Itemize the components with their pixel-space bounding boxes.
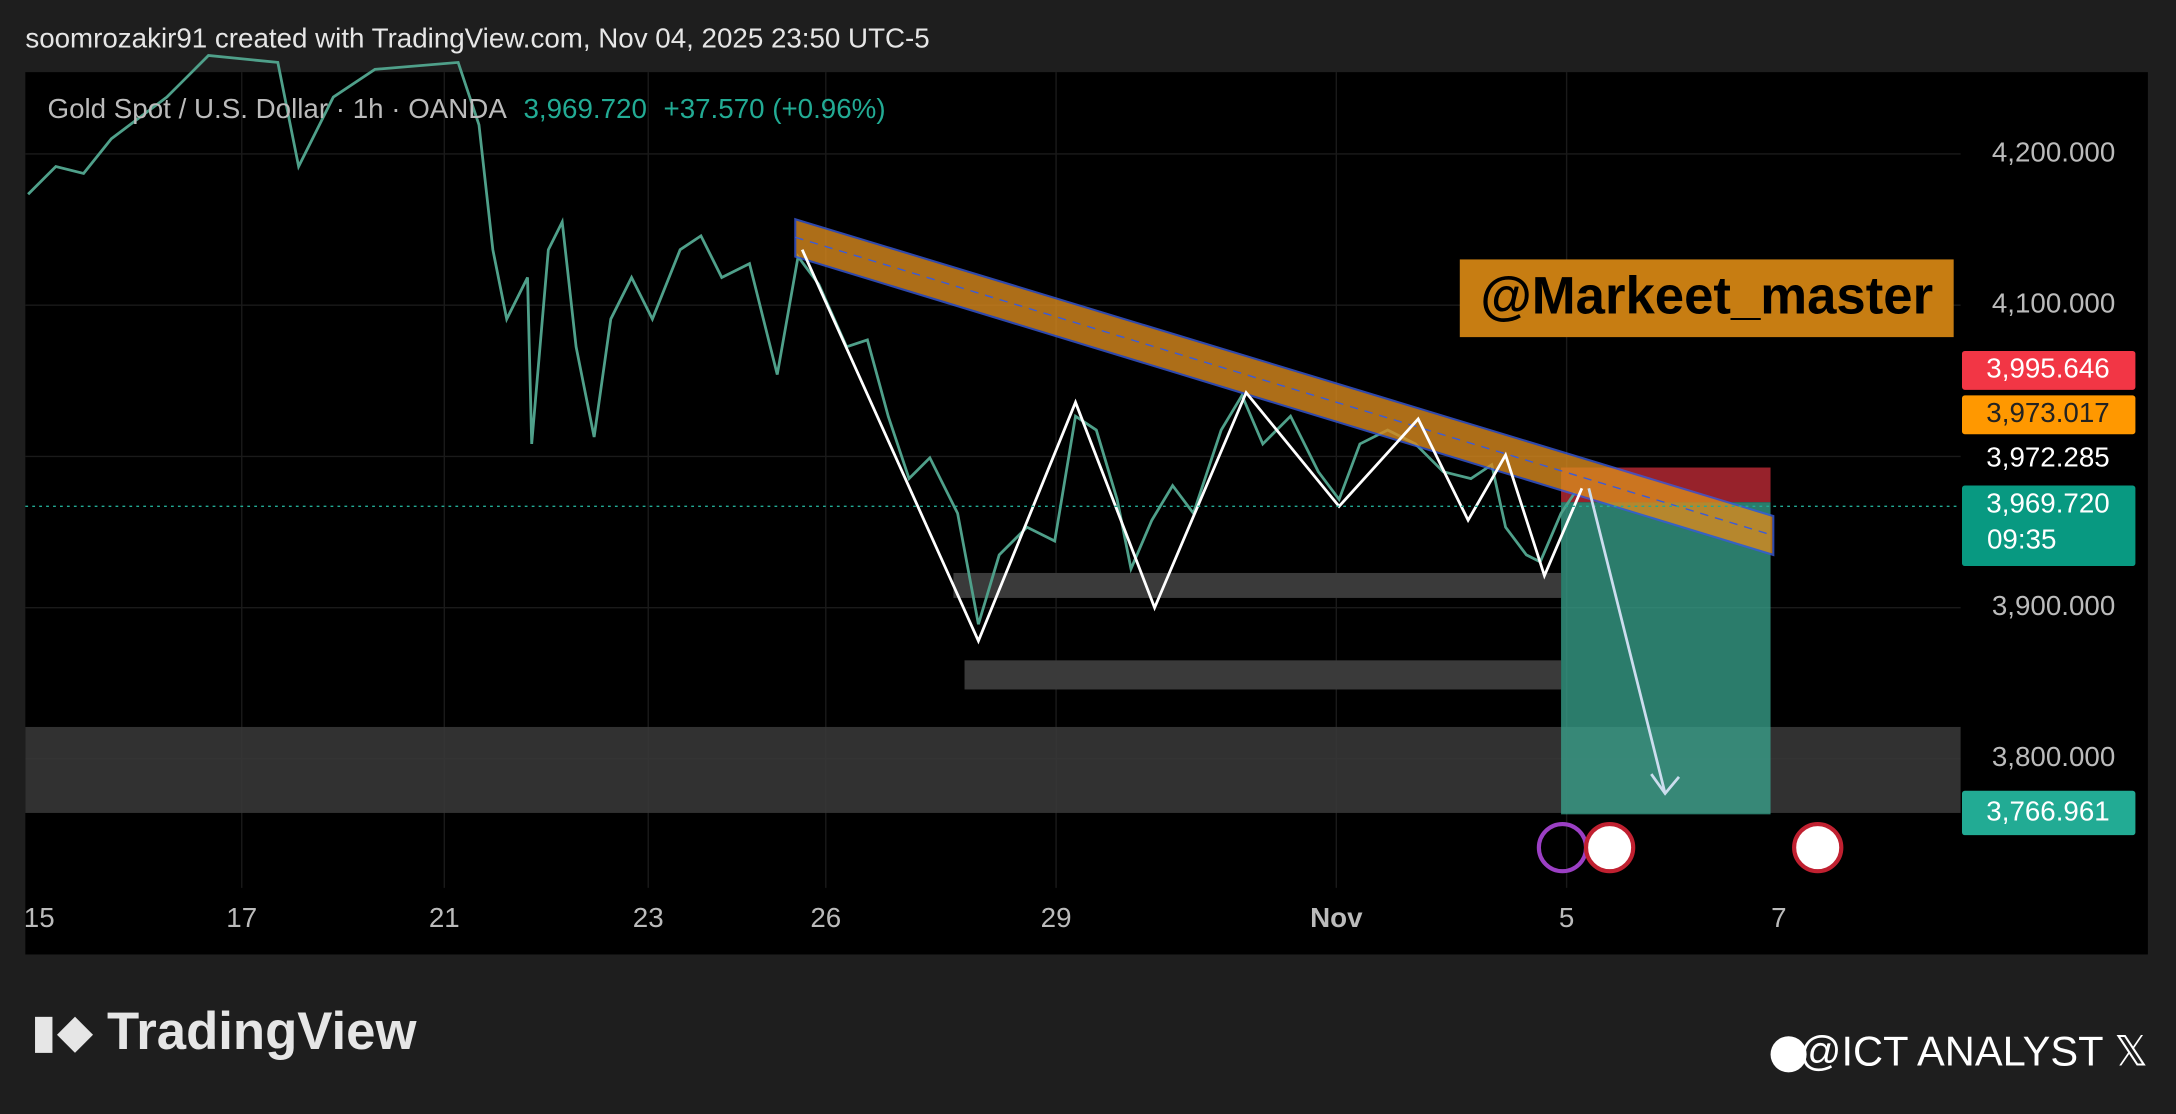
price-label-box [1961, 485, 2136, 567]
support-zone [953, 572, 1562, 598]
footer-logo: ▮◆ TradingView [31, 1002, 418, 1061]
price-label-box [1961, 439, 2136, 479]
header-text: soomrozakir91 created with TradingView.c… [25, 23, 929, 54]
support-zone [964, 660, 1562, 690]
symbol-change: +37.570 (+0.96%) [664, 93, 886, 124]
arrow-head [1650, 773, 1681, 796]
watermark-box [1459, 259, 1954, 338]
price-axis-label: 4,200.000 [1992, 136, 2115, 167]
time-axis-label: 17 [226, 902, 257, 933]
time-axis-label: Nov [1310, 902, 1363, 933]
watermark: @Markeet_master [1480, 267, 1933, 326]
symbol-info: Gold Spot / U.S. Dollar · 1h · OANDA 3,96… [48, 93, 886, 124]
arrow [1587, 487, 1667, 794]
time-axis-label: 5 [1559, 902, 1574, 933]
symbol-name: Gold Spot / U.S. Dollar · 1h · OANDA [48, 93, 508, 124]
channel-mid [795, 236, 1774, 537]
footer-credit: @ICT ANALYST 𝕏 [1799, 1027, 2148, 1074]
symbol-price: 3,969.720 [523, 93, 646, 124]
time-axis-label: 26 [810, 902, 841, 933]
price-axis-label: 3,800.000 [1992, 741, 2115, 772]
time-axis-label: 21 [429, 902, 460, 933]
target-zone [1561, 502, 1771, 815]
price-label: 3,972.285 [1986, 442, 2109, 473]
time-axis-label: 7 [1771, 902, 1786, 933]
event-icon [1583, 821, 1636, 874]
price-label: 3,973.017 [1986, 397, 2109, 428]
time-axis-label: 23 [633, 902, 664, 933]
price-label-box [1961, 350, 2136, 390]
price-line [27, 54, 1577, 625]
event-icon [1792, 821, 1844, 874]
price-label: 3,995.646 [1986, 353, 2109, 384]
price-label: 3,766.961 [1986, 795, 2109, 826]
price-axis-label: 3,900.000 [1992, 590, 2115, 621]
price-label-box [1961, 790, 2136, 836]
logo-text: TradingView [107, 1002, 417, 1061]
time-axis-label: 29 [1041, 902, 1072, 933]
price-label-time: 09:35 [1987, 523, 2056, 554]
chart-area [25, 72, 2148, 955]
price-label: 3,969.720 [1986, 487, 2109, 518]
price-label-box [1961, 395, 2136, 435]
logo-mark: ▮◆ [31, 1004, 94, 1057]
facebook-icon [1770, 1036, 1807, 1073]
time-axis-label: 15 [24, 902, 55, 933]
pattern [800, 249, 1584, 645]
price-axis-label: 4,100.000 [1992, 288, 2115, 319]
